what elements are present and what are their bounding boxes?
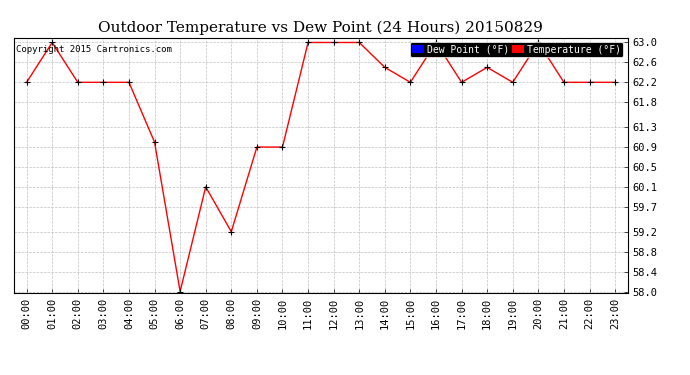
Title: Outdoor Temperature vs Dew Point (24 Hours) 20150829: Outdoor Temperature vs Dew Point (24 Hou… — [99, 21, 543, 35]
Text: Copyright 2015 Cartronics.com: Copyright 2015 Cartronics.com — [16, 45, 172, 54]
Legend: Dew Point (°F), Temperature (°F): Dew Point (°F), Temperature (°F) — [410, 42, 623, 57]
